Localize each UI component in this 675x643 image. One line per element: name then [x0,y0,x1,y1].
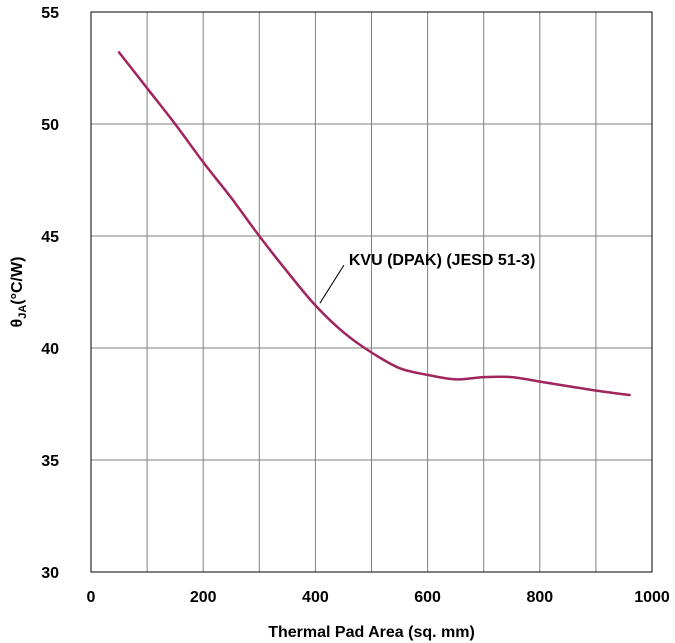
x-tick-label: 400 [302,589,329,606]
series-annotation-label: KVU (DPAK) (JESD 51-3) [349,252,535,269]
y-axis-label-unit: (°C/W) [9,257,26,305]
x-tick-label: 200 [190,589,217,606]
annotation-leader-line [319,264,345,304]
x-tick-label: 1000 [634,589,670,606]
x-axis-label: Thermal Pad Area (sq. mm) [268,624,475,641]
y-axis-label-symbol: θ [9,319,26,328]
plot-frame [90,11,653,573]
y-axis-ticks: 30 35 40 45 50 55 [41,5,59,582]
y-axis-label: θJA(°C/W) [9,257,29,328]
series-line [117,51,631,397]
series-layer [117,51,631,397]
y-tick-label: 40 [41,341,59,358]
y-tick-label: 55 [41,5,59,22]
grid [90,11,653,573]
x-tick-label: 0 [87,589,96,606]
y-tick-label: 45 [41,229,59,246]
y-tick-label: 35 [41,453,59,470]
x-tick-label: 600 [414,589,441,606]
annotation-layer: KVU (DPAK) (JESD 51-3) [319,252,535,304]
y-axis-label-subscript: JA [17,305,29,319]
y-tick-label: 50 [41,117,59,134]
y-tick-label: 30 [41,565,59,582]
x-axis-ticks: 0 200 400 600 800 1000 [87,589,670,606]
x-tick-label: 800 [526,589,553,606]
